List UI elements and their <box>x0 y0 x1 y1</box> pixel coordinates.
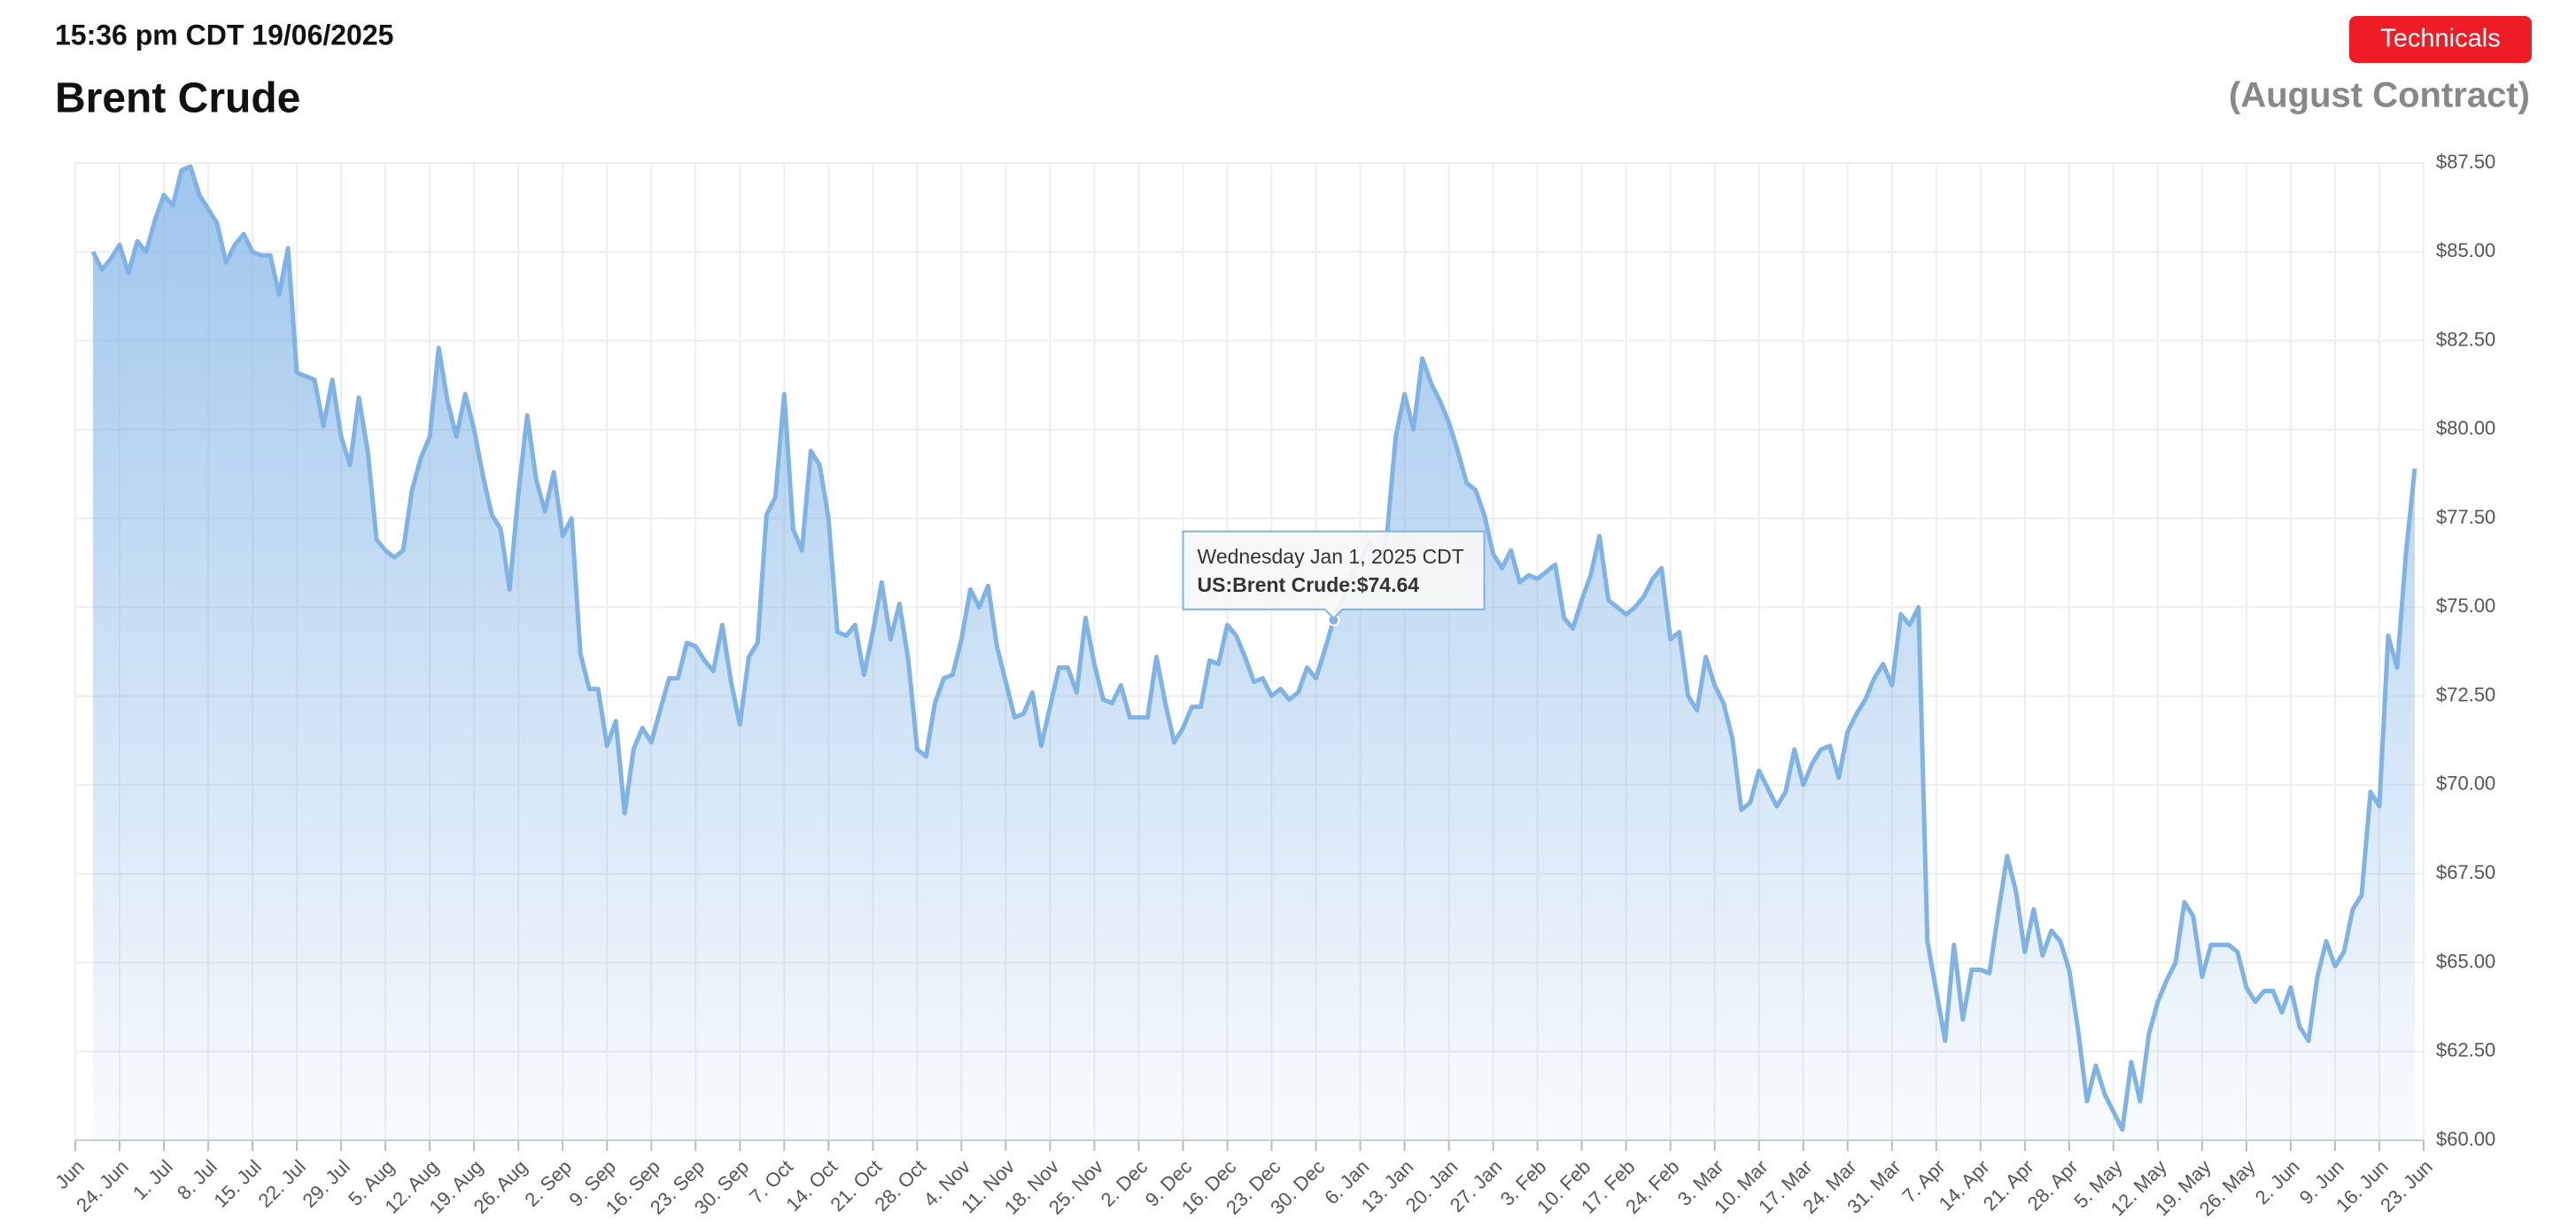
x-tick-label: 2. Dec <box>1097 1155 1152 1211</box>
x-tick-label: 29. Jul <box>298 1155 354 1212</box>
x-tick-label: 2. Sep <box>520 1155 576 1211</box>
price-line <box>90 164 2417 1132</box>
timestamp: 15:36 pm CDT 19/06/2025 <box>55 19 393 51</box>
tooltip-box <box>1182 530 1486 620</box>
y-tick-label: $62.50 <box>2436 1039 2495 1061</box>
x-tick-label: Jun <box>50 1155 89 1193</box>
y-tick-label: $87.50 <box>2436 151 2495 173</box>
y-tick-label: $65.00 <box>2436 950 2495 972</box>
y-tick-label: $77.50 <box>2436 506 2495 528</box>
y-tick-label: $60.00 <box>2436 1128 2495 1150</box>
x-tick-label: 15. Jul <box>209 1155 266 1212</box>
y-tick-label: $85.00 <box>2436 239 2495 261</box>
x-tick-label: 2. Jun <box>2251 1155 2304 1209</box>
y-tick-label: $75.00 <box>2436 595 2495 617</box>
technicals-button-label[interactable]: Technicals <box>2380 25 2500 53</box>
x-tick-label: 28. Apr <box>2023 1155 2083 1215</box>
y-tick-label: $72.50 <box>2436 683 2495 705</box>
technicals-button[interactable] <box>2349 16 2532 63</box>
tooltip-title: Wednesday Jan 1, 2025 CDT <box>1198 545 1464 568</box>
y-tick-label: $67.50 <box>2436 861 2495 883</box>
x-tick-label: 22. Jul <box>253 1155 310 1212</box>
y-tick-label: $70.00 <box>2436 773 2495 795</box>
chart-title: Brent Crude <box>55 75 300 122</box>
tooltip-value: US:Brent Crude:$74.64 <box>1198 573 1420 596</box>
x-tick-label: 1. Jul <box>128 1155 177 1204</box>
chart-subtitle: (August Contract) <box>2229 76 2530 115</box>
y-tick-label: $80.00 <box>2436 417 2495 439</box>
y-tick-label: $82.50 <box>2436 328 2495 350</box>
area <box>93 167 2415 1140</box>
